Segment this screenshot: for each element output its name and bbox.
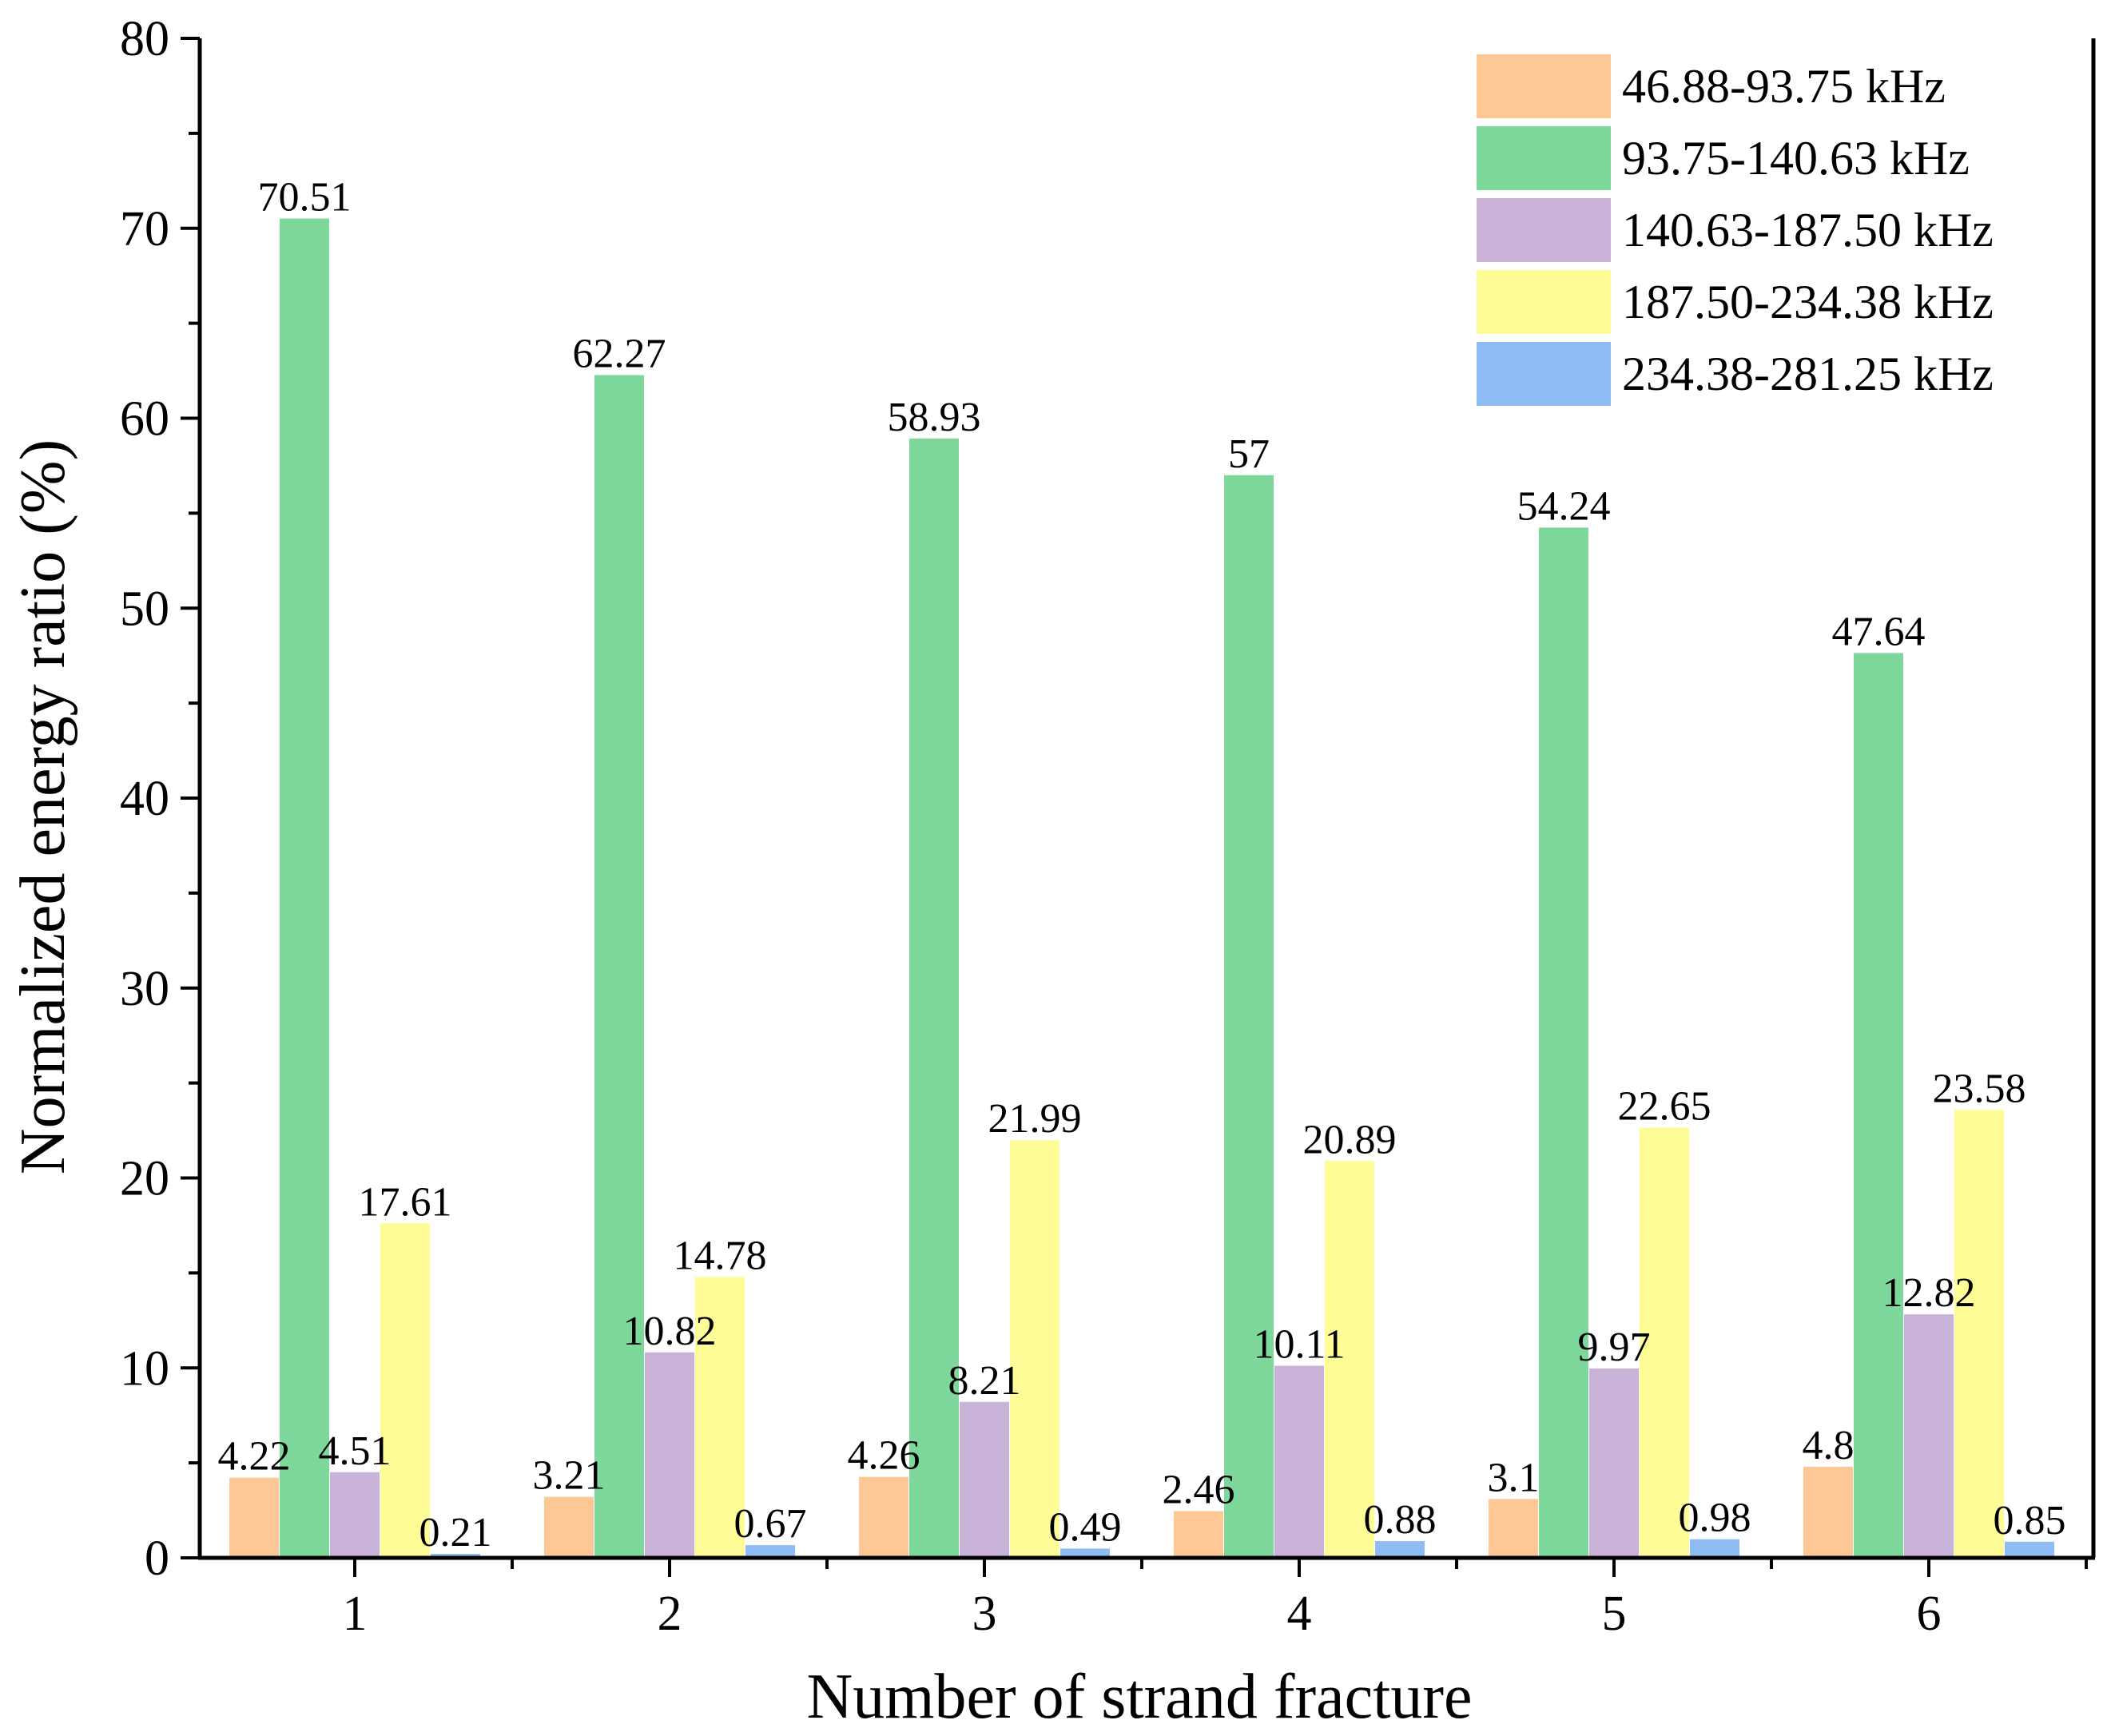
legend-label-4: 187.50-234.38 kHz <box>1622 276 1994 328</box>
data-label-4-cat-6: 23.58 <box>1933 1066 2026 1111</box>
bar-3-cat-1 <box>330 1472 380 1558</box>
legend-swatch-1 <box>1477 54 1611 118</box>
data-label-4-cat-3: 21.99 <box>988 1096 1082 1142</box>
bar-1-cat-4 <box>1174 1511 1223 1558</box>
legend-swatch-5 <box>1477 342 1611 406</box>
legend: 46.88-93.75 kHz 93.75-140.63 kHz 140.63-18… <box>1477 54 1994 406</box>
data-label-3-cat-5: 9.97 <box>1578 1325 1651 1370</box>
y-tick-label: 60 <box>120 392 169 447</box>
bar-3-cat-5 <box>1589 1369 1639 1558</box>
legend-label-2: 93.75-140.63 kHz <box>1622 132 1970 185</box>
data-label-3-cat-3: 8.21 <box>948 1358 1021 1404</box>
bar-2-cat-2 <box>594 375 644 1558</box>
bar-1-cat-1 <box>229 1477 279 1558</box>
data-label-4-cat-1: 17.61 <box>359 1179 452 1225</box>
bar-1-cat-3 <box>859 1476 908 1558</box>
bar-1-cat-6 <box>1803 1466 1853 1558</box>
bar-3-cat-3 <box>960 1401 1009 1558</box>
data-label-3-cat-6: 12.82 <box>1882 1270 1976 1316</box>
legend-label-5: 234.38-281.25 kHz <box>1622 348 1994 400</box>
data-label-1-cat-6: 4.8 <box>1803 1423 1855 1468</box>
bar-4-cat-2 <box>695 1277 745 1558</box>
x-tick-label: 5 <box>1602 1587 1627 1641</box>
bar-3-cat-6 <box>1904 1314 1954 1558</box>
data-label-2-cat-3: 58.93 <box>888 395 981 440</box>
legend-swatch-3 <box>1477 198 1611 262</box>
x-axis-title: Number of strand fracture <box>807 1662 1473 1732</box>
legend-swatch-4 <box>1477 270 1611 334</box>
data-label-2-cat-1: 70.51 <box>258 175 352 220</box>
y-axis-title: Normalized energy ratio (%) <box>8 439 78 1174</box>
data-label-5-cat-4: 0.88 <box>1364 1497 1437 1543</box>
bar-2-cat-5 <box>1539 527 1588 1558</box>
data-label-1-cat-4: 2.46 <box>1163 1468 1235 1513</box>
x-tick-label: 1 <box>343 1587 368 1641</box>
bar-4-cat-3 <box>1010 1140 1059 1558</box>
data-label-1-cat-1: 4.22 <box>218 1434 291 1480</box>
data-label-1-cat-3: 4.26 <box>848 1433 920 1479</box>
y-tick-label: 30 <box>120 962 169 1016</box>
bar-3-cat-2 <box>645 1352 694 1558</box>
y-tick-label: 10 <box>120 1341 169 1396</box>
data-label-4-cat-2: 14.78 <box>674 1233 767 1279</box>
legend-label-1: 46.88-93.75 kHz <box>1622 60 1946 113</box>
bar-3-cat-4 <box>1274 1365 1324 1558</box>
data-label-5-cat-1: 0.21 <box>419 1510 492 1555</box>
x-tick-label: 4 <box>1287 1587 1312 1641</box>
bar-1-cat-5 <box>1489 1499 1538 1558</box>
axes-layer <box>197 38 2096 1560</box>
bar-5-cat-5 <box>1690 1539 1739 1558</box>
data-label-2-cat-2: 62.27 <box>573 332 666 377</box>
y-tick-label: 0 <box>145 1531 169 1586</box>
data-label-1-cat-2: 3.21 <box>533 1453 606 1499</box>
data-label-2-cat-6: 47.64 <box>1832 609 1926 654</box>
bar-4-cat-4 <box>1325 1161 1374 1558</box>
bar-5-cat-3 <box>1060 1548 1110 1558</box>
x-tick-label: 3 <box>972 1587 997 1641</box>
data-label-5-cat-2: 0.67 <box>734 1501 807 1547</box>
data-label-5-cat-3: 0.49 <box>1049 1504 1122 1550</box>
bar-1-cat-2 <box>544 1496 594 1558</box>
data-label-4-cat-4: 20.89 <box>1303 1117 1397 1162</box>
x-tick-label: 6 <box>1917 1587 1942 1641</box>
bar-2-cat-4 <box>1224 475 1274 1558</box>
y-tick-label: 70 <box>120 202 169 256</box>
data-label-5-cat-6: 0.85 <box>1994 1498 2066 1543</box>
bars-layer <box>229 218 2054 1559</box>
data-label-3-cat-1: 4.51 <box>319 1428 392 1474</box>
y-tick-label: 20 <box>120 1152 169 1206</box>
data-label-4-cat-5: 22.65 <box>1618 1084 1711 1130</box>
y-tick-label: 80 <box>120 12 169 66</box>
bar-4-cat-1 <box>380 1223 430 1558</box>
data-labels-layer: 4.22 70.51 4.51 17.61 0.21 3.21 62.27 10.82 14.7… <box>218 175 2066 1555</box>
y-tick-label: 40 <box>120 772 169 826</box>
data-label-3-cat-4: 10.11 <box>1253 1322 1345 1368</box>
bar-5-cat-6 <box>2005 1541 2054 1558</box>
bar-2-cat-1 <box>280 218 329 1559</box>
data-label-2-cat-5: 54.24 <box>1517 483 1611 529</box>
data-label-5-cat-5: 0.98 <box>1679 1496 1751 1541</box>
bar-4-cat-6 <box>1954 1110 2004 1558</box>
data-label-2-cat-4: 57 <box>1228 431 1270 477</box>
bar-2-cat-6 <box>1854 653 1903 1558</box>
legend-swatch-2 <box>1477 126 1611 190</box>
data-label-3-cat-2: 10.82 <box>623 1309 717 1354</box>
y-tick-label: 50 <box>120 582 169 636</box>
bar-5-cat-4 <box>1375 1541 1425 1558</box>
ticks-layer: 0 10 20 30 40 50 60 70 80 1 2 3 4 5 6 <box>120 12 2088 1641</box>
bar-5-cat-2 <box>745 1545 795 1558</box>
bar-2-cat-3 <box>909 438 959 1558</box>
data-label-1-cat-5: 3.1 <box>1488 1455 1540 1500</box>
x-tick-label: 2 <box>658 1587 682 1641</box>
bar-4-cat-5 <box>1640 1127 1689 1558</box>
legend-label-3: 140.63-187.50 kHz <box>1622 204 1994 256</box>
